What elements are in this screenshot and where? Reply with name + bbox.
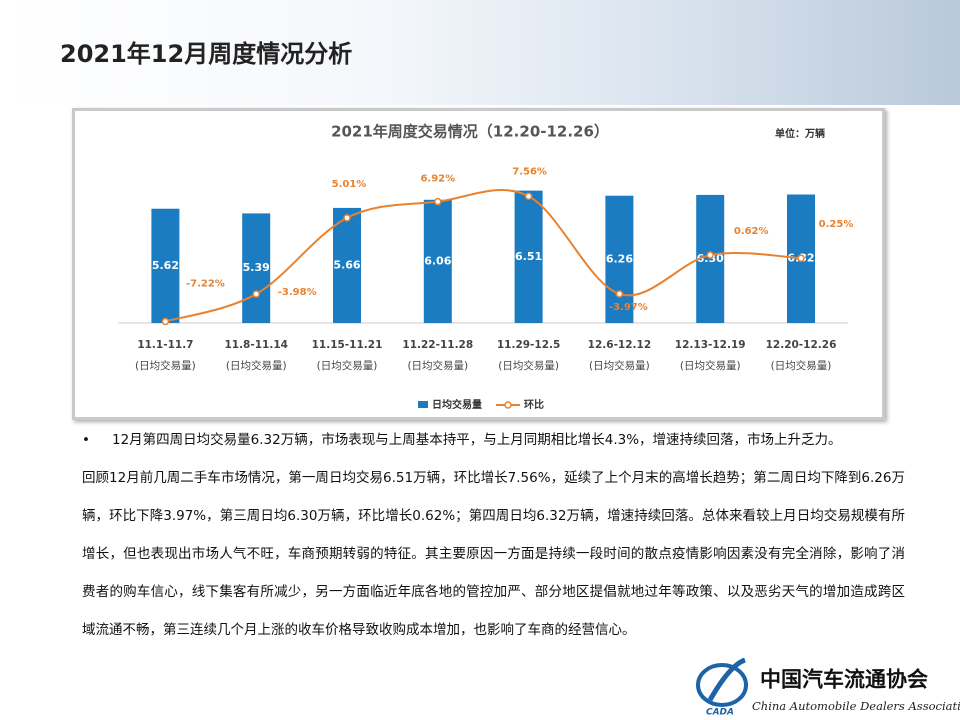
x-tick-sublabel: (日均交易量) (589, 359, 650, 372)
x-tick-sublabel: (日均交易量) (771, 359, 832, 372)
x-tick-sublabel: (日均交易量) (498, 359, 559, 372)
text: 12月第四周日均交易量6.32万辆，市场表现与上周基本持平，与上月同期相比增长4… (112, 432, 842, 448)
x-tick-sublabel: (日均交易量) (407, 359, 468, 372)
line-value-label: 5.01% (332, 179, 367, 190)
x-tick-sublabel: (日均交易量) (226, 359, 287, 372)
logo-name-en: China Automobile Dealers Association (752, 699, 960, 713)
bar-value-label: 6.06 (424, 254, 451, 267)
bar (423, 199, 452, 323)
x-tick-label: 11.1-11.7 (137, 339, 193, 351)
line-value-label: -3.98% (278, 287, 317, 298)
bullet: • (82, 432, 90, 448)
logo-mark: CADA (706, 708, 734, 718)
legend-swatch (418, 401, 428, 408)
bar (151, 208, 180, 323)
bar-value-label: 5.39 (243, 261, 270, 274)
line-value-label: 7.56% (512, 166, 547, 177)
bar-value-label: 6.51 (515, 250, 542, 263)
line-value-label: -3.97% (609, 302, 648, 313)
paragraph: • 12月第四周日均交易量6.32万辆，市场表现与上周基本持平，与上月同期相比增长… (82, 421, 905, 649)
x-tick-label: 11.29-12.5 (497, 339, 560, 351)
logo-icon (696, 663, 748, 707)
x-tick-label: 11.8-11.14 (224, 339, 287, 351)
logo-icon (707, 657, 746, 702)
x-tick-label: 11.15-11.21 (312, 339, 383, 351)
line-marker (797, 254, 805, 262)
bar-value-label: 5.62 (152, 259, 179, 272)
x-tick-label: 11.22-11.28 (402, 339, 473, 351)
line-value-label: 0.25% (819, 219, 854, 230)
line-value-label: 6.92% (420, 174, 455, 185)
x-tick-sublabel: (日均交易量) (135, 359, 196, 372)
header-band (0, 0, 960, 105)
line-marker (343, 214, 351, 222)
slide-title: 2021年12月周度情况分析 (60, 40, 353, 68)
x-tick-sublabel: (日均交易量) (317, 359, 378, 372)
logo: CADA 中国汽车流通协会 China Automobile Dealers A… (696, 657, 960, 718)
chart-title: 2021年周度交易情况（12.20-12.26） (331, 123, 609, 141)
logo-name-cn: 中国汽车流通协会 (760, 667, 928, 692)
bar-value-label: 5.66 (333, 258, 360, 271)
line-marker (706, 251, 714, 259)
bar (605, 195, 634, 323)
paragraph-line: • 12月第四周日均交易量6.32万辆，市场表现与上周基本持平，与上月同期相比增长… (82, 421, 905, 459)
bar (242, 213, 271, 323)
legend-label: 日均交易量 (432, 398, 482, 411)
x-tick-label: 12.6-12.12 (588, 339, 651, 351)
x-tick-label: 12.13-12.19 (675, 339, 746, 351)
bar (333, 207, 361, 323)
bar-value-label: 6.26 (606, 252, 633, 265)
paragraph-line: 回顾12月前几周二手车市场情况，第一周日均交易6.51万辆，环比增长7.56%，… (82, 470, 905, 638)
x-tick-label: 12.20-12.26 (766, 339, 837, 351)
line (165, 188, 802, 323)
x-tick-sublabel: (日均交易量) (680, 359, 741, 372)
chart-frame (72, 108, 885, 420)
chart: 2021年周度交易情况（12.20-12.26） 单位：万辆 11.1-11.7… (118, 123, 854, 411)
line-marker (161, 317, 170, 326)
line-marker (524, 192, 533, 201)
line-marker (434, 197, 442, 206)
line-value-label: 0.62% (734, 226, 769, 237)
line-marker (252, 290, 260, 298)
legend-swatch (504, 401, 512, 409)
bar (514, 190, 543, 323)
unit-label: 单位：万辆 (775, 127, 825, 140)
line-marker (615, 290, 624, 298)
line-value-label: -7.22% (186, 278, 225, 289)
legend-label: 环比 (524, 398, 544, 411)
